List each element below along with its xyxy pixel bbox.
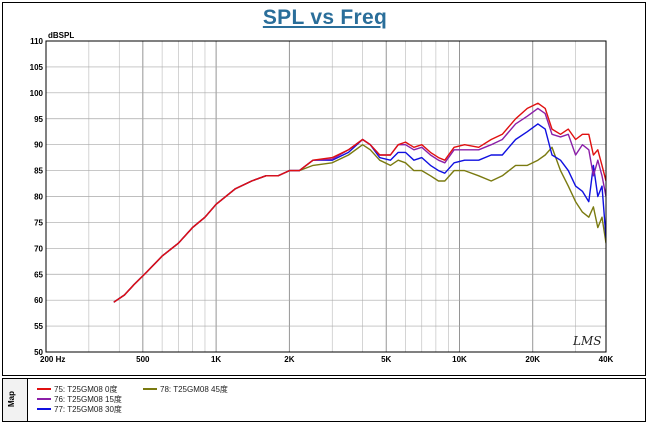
y-tick-label: 50 xyxy=(34,348,43,357)
y-tick-label: 80 xyxy=(34,193,43,202)
series-group xyxy=(113,102,606,303)
legend-item[interactable]: 76: T25GM08 15度 xyxy=(37,394,122,404)
x-tick-label: 200 Hz xyxy=(40,355,65,364)
series-line xyxy=(113,102,606,303)
y-tick-label: 60 xyxy=(34,296,43,305)
legend-column-2: 78: T25GM08 45度 xyxy=(143,384,228,394)
legend-item[interactable]: 75: T25GM08 0度 xyxy=(37,384,122,394)
y-tick-labels: 50 55 60 65 70 75 80 85 90 95 100 105 110 xyxy=(30,37,44,357)
legend-swatch xyxy=(143,388,157,390)
legend-panel: Map 75: T25GM08 0度 76: T25GM08 15度 77: T25… xyxy=(2,378,646,422)
legend-swatch xyxy=(37,388,51,390)
y-tick-label: 90 xyxy=(34,141,43,150)
lms-watermark: LMS xyxy=(572,334,601,348)
y-tick-label: 55 xyxy=(34,322,43,331)
legend-item[interactable]: 78: T25GM08 45度 xyxy=(143,384,228,394)
y-tick-label: 100 xyxy=(30,89,44,98)
legend-label: 78: T25GM08 45度 xyxy=(160,384,228,394)
plot-border xyxy=(45,40,607,353)
chart-title: SPL vs Freq xyxy=(262,6,388,29)
y-tick-label: 95 xyxy=(34,115,43,124)
legend-swatch xyxy=(37,398,51,400)
y-axis-label: dBSPL xyxy=(48,31,74,40)
legend-item[interactable]: 77: T25GM08 30度 xyxy=(37,404,122,414)
x-tick-label: 10K xyxy=(452,355,467,364)
x-tick-labels: 200 Hz 500 1K 2K 5K 10K 20K 40K xyxy=(40,355,614,364)
legend-column-1: 75: T25GM08 0度 76: T25GM08 15度 77: T25GM08… xyxy=(37,384,122,414)
legend-label: 77: T25GM08 30度 xyxy=(54,404,122,414)
y-tick-label: 75 xyxy=(34,218,43,227)
legend-swatch xyxy=(37,408,51,410)
y-tick-label: 70 xyxy=(34,244,43,253)
y-tick-label: 65 xyxy=(34,270,43,279)
y-tick-label: 105 xyxy=(30,63,44,72)
x-tick-label: 5K xyxy=(381,355,391,364)
y-tick-label: 110 xyxy=(30,37,43,46)
legend-label: 76: T25GM08 15度 xyxy=(54,394,122,404)
legend-label: 75: T25GM08 0度 xyxy=(54,384,118,394)
x-tick-label: 2K xyxy=(284,355,294,364)
map-tab[interactable]: Map xyxy=(3,379,28,421)
x-tick-label: 500 xyxy=(136,355,150,364)
map-tab-label: Map xyxy=(7,391,16,407)
x-tick-label: 40K xyxy=(599,355,614,364)
x-tick-label: 1K xyxy=(211,355,221,364)
x-tick-label: 20K xyxy=(525,355,540,364)
y-tick-label: 85 xyxy=(34,167,43,176)
